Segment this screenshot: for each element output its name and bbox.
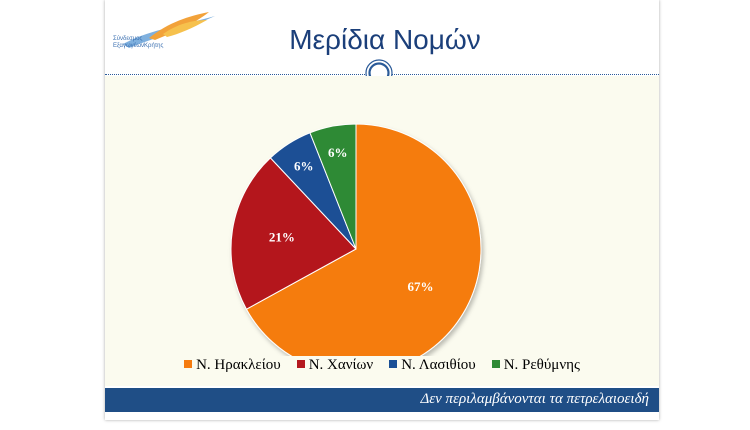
pie-data-label: 67% bbox=[408, 279, 434, 294]
chart-legend: Ν. Ηρακλείου Ν. Χανίων Ν. Λασιθίου Ν. Ρεθύμ… bbox=[105, 357, 659, 374]
footer-note: Δεν περιλαμβάνονται τα πετρελαιοειδή bbox=[420, 391, 649, 407]
logo-text: Σύνδεσμος ΕξαγωγέωνΚρήτης bbox=[113, 36, 223, 50]
legend-swatch bbox=[491, 360, 500, 368]
legend-swatch bbox=[389, 360, 398, 368]
legend-label: Ν. Χανίων bbox=[308, 357, 374, 373]
slide: Σύνδεσμος ΕξαγωγέωνΚρήτης Μερίδια Νομών … bbox=[105, 0, 659, 420]
legend-item: Ν. Χανίων bbox=[296, 357, 374, 374]
legend-item: Ν. Ηρακλείου bbox=[184, 357, 281, 374]
logo-line2: ΕξαγωγέωνΚρήτης bbox=[113, 43, 164, 49]
pie-data-label: 21% bbox=[269, 229, 295, 244]
legend-label: Ν. Ηρακλείου bbox=[196, 357, 281, 373]
logo-line1: Σύνδεσμος bbox=[113, 36, 143, 42]
legend-swatch bbox=[184, 360, 193, 368]
pie-data-label: 6% bbox=[294, 159, 314, 174]
legend-item: Ν. Ρεθύμνης bbox=[491, 357, 580, 374]
legend-item: Ν. Λασιθίου bbox=[389, 357, 476, 374]
pie-chart: 67% 21% 6% 6% bbox=[230, 123, 482, 356]
footer-bar: Δεν περιλαμβάνονται τα πετρελαιοειδή bbox=[105, 388, 659, 412]
legend-swatch bbox=[296, 360, 305, 368]
pie-slice bbox=[309, 123, 357, 250]
legend-label: Ν. Ρεθύμνης bbox=[503, 357, 580, 373]
chart-area: 67% 21% 6% 6% Ν. Ηρακλείου Ν. Χανίων Ν. Λασιθ… bbox=[105, 76, 659, 386]
pie-slice bbox=[245, 123, 482, 356]
pie-data-label: 6% bbox=[328, 145, 348, 160]
logo-swoosh-icon bbox=[123, 12, 215, 48]
page-title: Μερίδια Νομών bbox=[289, 24, 481, 55]
pie-slice bbox=[230, 157, 357, 310]
legend-label: Ν. Λασιθίου bbox=[401, 357, 476, 373]
